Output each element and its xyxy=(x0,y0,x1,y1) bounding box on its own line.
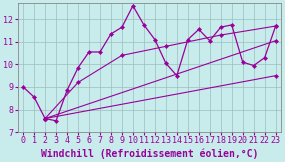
X-axis label: Windchill (Refroidissement éolien,°C): Windchill (Refroidissement éolien,°C) xyxy=(41,148,258,159)
